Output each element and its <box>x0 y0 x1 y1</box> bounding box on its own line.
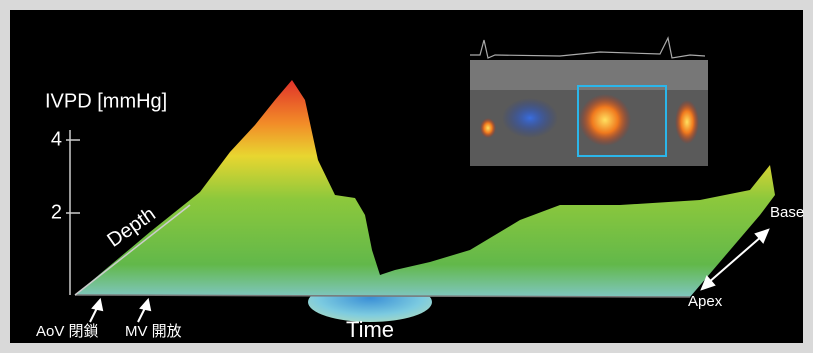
y-tick-label: 4 <box>51 128 62 150</box>
apex-label: Apex <box>688 293 723 310</box>
event-label: AoV 閉鎖 <box>36 323 99 340</box>
time-label: Time <box>346 317 394 342</box>
figure: IVPD [mmHg] 4 2 Depth Time AoV 閉鎖 MV 開放 … <box>0 0 813 353</box>
page: IVPD [mmHg] 4 2 Depth Time AoV 閉鎖 MV 開放 … <box>0 0 813 353</box>
y-tick-label: 2 <box>51 201 62 223</box>
event-label: MV 開放 <box>125 323 182 340</box>
y-axis-label: IVPD [mmHg] <box>45 90 167 112</box>
base-label: Base <box>770 204 804 221</box>
